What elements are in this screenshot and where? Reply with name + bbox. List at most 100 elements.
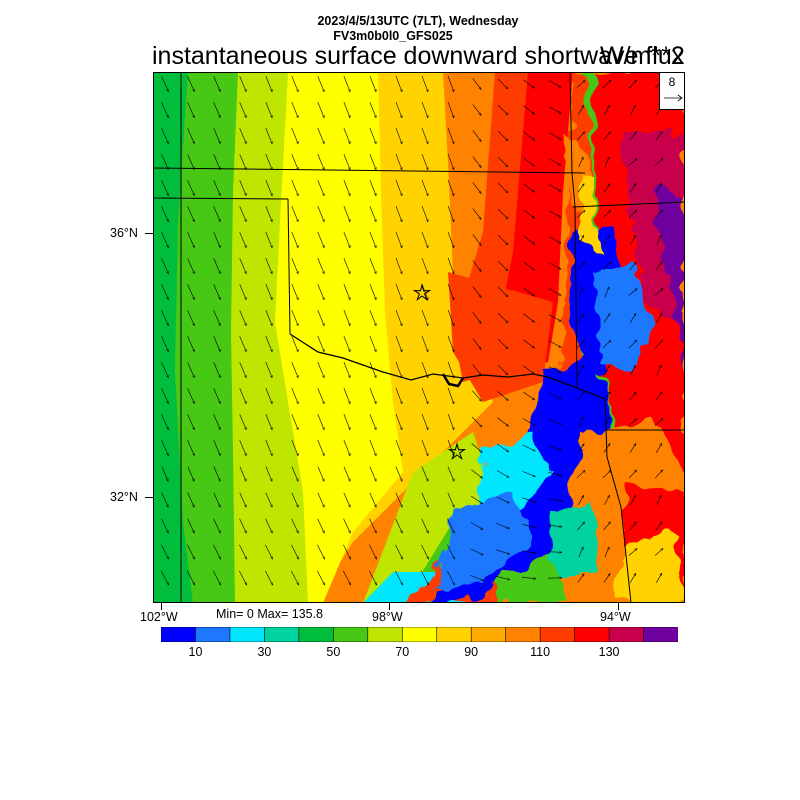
wind-vector xyxy=(291,309,298,326)
wind-vector xyxy=(317,413,324,430)
wind-vector xyxy=(265,231,272,248)
wind-vector xyxy=(265,179,272,196)
wind-vector xyxy=(213,544,221,559)
wind-vector xyxy=(161,570,169,585)
wind-vector xyxy=(548,366,561,374)
wind-vector xyxy=(628,419,637,426)
wind-vector xyxy=(395,466,403,482)
wind-vector xyxy=(472,156,481,167)
wind-vector xyxy=(604,417,609,428)
wind-vector xyxy=(239,518,247,533)
wind-vector xyxy=(548,392,562,400)
wind-vector xyxy=(521,576,536,579)
wind-vector xyxy=(602,80,611,89)
wind-vector xyxy=(343,544,351,559)
valid-time-title: 2023/4/5/13UTC (7LT), Wednesday xyxy=(317,14,519,28)
wind-vector xyxy=(577,184,584,193)
wind-vector xyxy=(161,76,169,92)
colorbar-swatch xyxy=(608,627,645,642)
wind-vector xyxy=(161,284,169,300)
wind-vector xyxy=(628,549,637,556)
wind-vector xyxy=(187,570,195,585)
wind-vector xyxy=(654,418,663,426)
wind-vector xyxy=(291,231,298,248)
wind-vector xyxy=(161,362,169,378)
wind-vector xyxy=(576,210,585,218)
wind-vector xyxy=(187,128,195,144)
wind-vector xyxy=(213,128,221,144)
wind-vector xyxy=(187,440,195,456)
wind-vector xyxy=(395,544,403,559)
wind-vector xyxy=(395,570,403,585)
wind-vector xyxy=(187,388,195,404)
wind-vector xyxy=(395,179,402,196)
wind-vector xyxy=(447,361,454,378)
wind-vector xyxy=(523,365,534,374)
wind-vector xyxy=(470,575,484,580)
colorbar-swatch xyxy=(539,627,576,642)
wind-vector xyxy=(472,338,481,349)
colorbar-swatch xyxy=(436,627,472,642)
wind-vector xyxy=(603,183,610,193)
wind-vector xyxy=(317,570,325,585)
lon-tick xyxy=(389,603,390,610)
wind-vector xyxy=(497,286,508,297)
wind-vector xyxy=(343,205,350,222)
wind-vector xyxy=(629,183,636,193)
lon-label-102w: 102°W xyxy=(140,610,178,624)
wind-vector xyxy=(265,127,272,144)
wind-vector xyxy=(577,444,584,453)
wind-vector xyxy=(291,205,298,222)
wind-vector xyxy=(395,283,402,300)
wind-vector xyxy=(291,101,298,118)
wind-vector xyxy=(497,130,508,141)
wind-vector xyxy=(654,288,663,296)
wind-vector xyxy=(317,205,324,222)
wind-vector xyxy=(523,261,534,270)
wind-vector xyxy=(447,466,455,482)
wind-vector xyxy=(447,439,454,456)
wind-vector xyxy=(343,153,350,170)
wind-vector xyxy=(523,287,534,296)
colorbar-swatch xyxy=(574,627,610,642)
wind-vector xyxy=(522,497,535,502)
wind-vector xyxy=(239,232,247,248)
wind-vector xyxy=(421,518,429,533)
colorbar-swatch xyxy=(229,627,266,642)
reference-vector-box: 8 xyxy=(659,72,685,110)
lat-tick xyxy=(145,497,153,498)
wind-vector xyxy=(239,336,247,352)
wind-vector xyxy=(604,235,610,246)
wind-vector xyxy=(523,183,534,192)
wind-vector xyxy=(239,310,247,326)
wind-vector xyxy=(187,336,195,352)
wind-vector xyxy=(239,544,247,559)
wind-vector xyxy=(265,361,272,378)
wind-vector xyxy=(578,547,584,558)
wind-vector xyxy=(421,127,428,144)
wind-vector xyxy=(603,313,610,323)
wind-vector xyxy=(602,210,611,219)
wind-vector xyxy=(656,443,663,453)
wind-vector xyxy=(628,80,637,89)
colorbar-swatch xyxy=(505,627,541,642)
wind-vector xyxy=(395,231,402,248)
wind-vector xyxy=(395,127,402,144)
wind-vector xyxy=(161,102,169,118)
wind-vector xyxy=(472,286,481,297)
wind-vector xyxy=(655,522,662,531)
wind-vector xyxy=(343,439,350,456)
wind-vector xyxy=(317,518,325,533)
wind-vector xyxy=(472,364,481,375)
wind-vector xyxy=(628,289,637,296)
station-star-marker xyxy=(447,442,467,461)
wind-vector xyxy=(213,466,221,482)
colorbar-tick-label: 50 xyxy=(326,645,341,659)
wind-vector xyxy=(369,231,376,248)
wind-vector xyxy=(421,335,428,352)
wind-vector xyxy=(317,361,324,378)
wind-vector xyxy=(523,131,534,140)
wind-vector xyxy=(369,179,376,196)
wind-vector xyxy=(239,388,247,404)
wind-vector xyxy=(472,104,481,115)
